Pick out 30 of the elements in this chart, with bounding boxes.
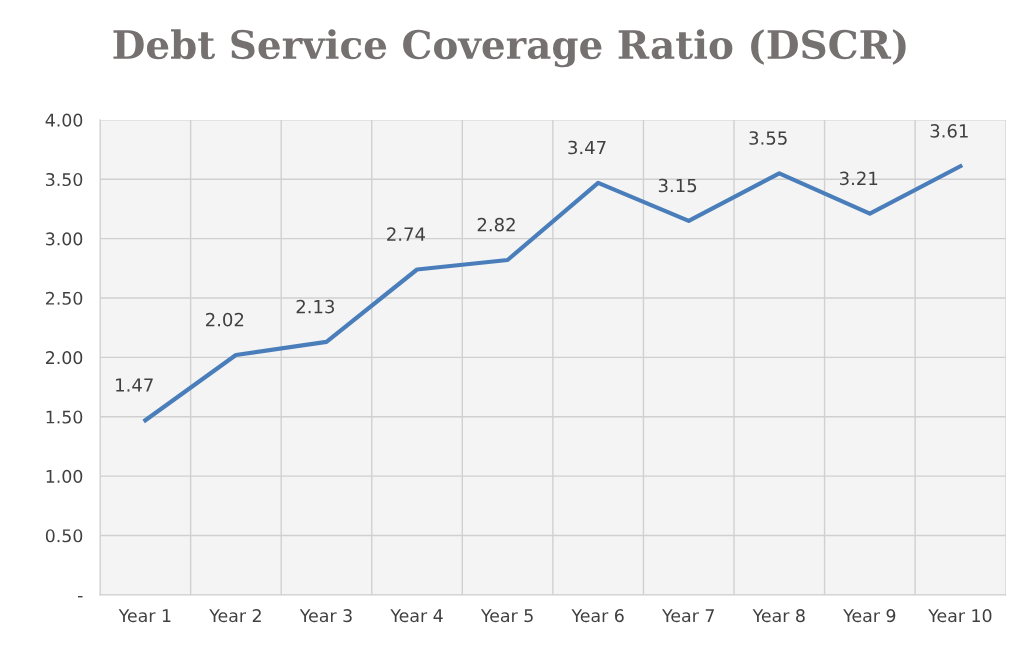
x-tick-label: Year 1 (118, 609, 171, 623)
y-tick-label: 3.00 (46, 232, 83, 246)
data-label: 3.61 (930, 124, 968, 138)
x-tick-label: Year 10 (928, 609, 992, 623)
x-tick-label: Year 3 (299, 609, 352, 623)
chart-title: Debt Service Coverage Ratio (DSCR) (113, 29, 906, 68)
x-tick-label: Year 7 (662, 609, 714, 623)
y-tick-label: 1.00 (46, 469, 83, 483)
x-tick-label: Year 2 (209, 609, 261, 623)
x-tick-label: Year 9 (843, 609, 896, 623)
x-tick-label: Year 4 (390, 609, 443, 623)
y-tick-label: 2.00 (46, 351, 83, 365)
data-label: 3.47 (568, 140, 606, 155)
y-tick-label: - (77, 596, 83, 598)
data-label: 3.15 (658, 178, 697, 193)
data-label: 2.02 (206, 312, 244, 327)
x-tick-label: Year 6 (571, 609, 624, 623)
y-tick-label: 1.50 (46, 410, 83, 424)
data-label: 3.21 (840, 171, 878, 186)
y-tick-label: 2.50 (46, 291, 83, 305)
data-label: 2.82 (477, 217, 515, 232)
x-tick-label: Year 8 (752, 609, 805, 623)
data-label: 2.13 (296, 299, 335, 314)
data-label: 2.74 (387, 227, 425, 241)
data-label: 3.55 (749, 131, 787, 145)
y-tick-label: 0.50 (45, 529, 83, 543)
y-tick-label: 3.50 (46, 172, 83, 187)
y-tick-label: 4.00 (45, 113, 83, 127)
data-label: 1.47 (116, 378, 153, 392)
x-tick-label: Year 5 (480, 609, 533, 623)
